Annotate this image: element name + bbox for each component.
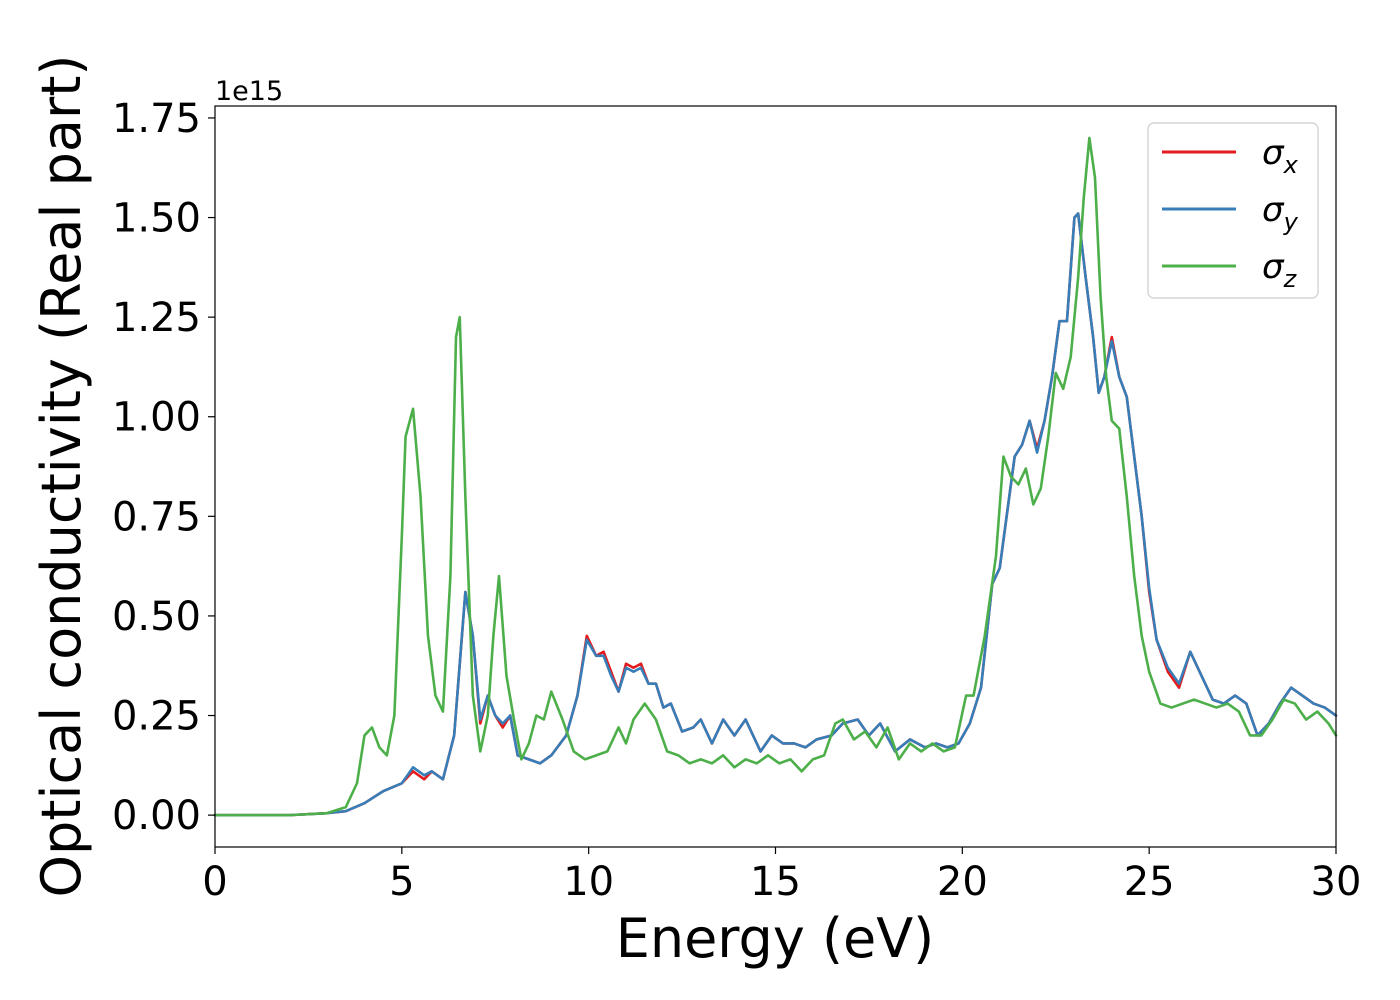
y-tick-label: 1.75 [112,96,201,142]
y-tick-label: 1.50 [112,196,201,242]
x-tick-label: 30 [1311,859,1362,905]
x-tick-label: 15 [750,859,801,905]
x-tick-label: 10 [563,859,614,905]
series-layer [213,136,1338,817]
x-tick-label: 25 [1124,859,1175,905]
y-axis-title: Optical conductivity (Real part) [30,55,93,898]
y-tick-label: 0.75 [112,494,201,540]
y-tick-label: 1.00 [112,395,201,441]
y-tick-label: 0.25 [112,694,201,740]
y-offset-label: 1e15 [215,76,283,107]
series-line-z [213,136,1338,817]
x-axis: 0 5 10 15 20 25 30 [202,847,1361,905]
series-line-y [213,212,1338,817]
x-axis-title: Energy (eV) [616,907,935,970]
x-tick-label: 20 [937,859,988,905]
y-tick-label: 0.00 [112,793,201,839]
y-axis: 0.00 0.25 0.50 0.75 1.00 1.25 1.50 1.75 [112,96,215,839]
y-tick-label: 0.50 [112,594,201,640]
y-tick-label: 1.25 [112,295,201,341]
x-tick-label: 5 [389,859,414,905]
x-tick-label: 0 [202,859,227,905]
